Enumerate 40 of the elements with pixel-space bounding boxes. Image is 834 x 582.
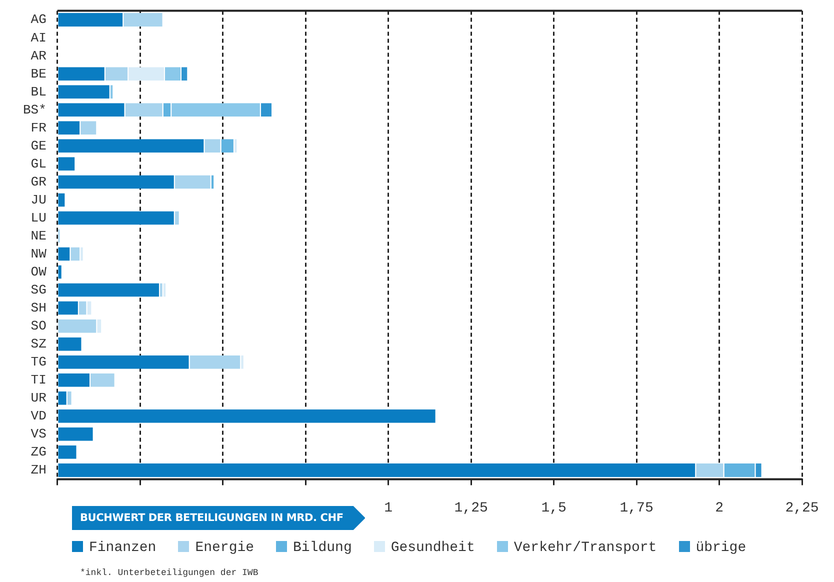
y-tick-label: SO: [30, 318, 47, 334]
y-tick-label: VD: [30, 408, 47, 424]
x-tick-label: 1,5: [541, 500, 566, 516]
legend-label: Finanzen: [88, 540, 156, 556]
y-tick-label: JU: [30, 192, 46, 208]
y-tick-label: VS: [30, 426, 47, 442]
x-axis-title: BUCHWERT DER BETEILIGUNGEN IN MRD. CHF: [72, 506, 366, 530]
y-tick-label: GL: [30, 156, 46, 172]
y-tick-label: AG: [30, 12, 46, 28]
y-tick-label: GE: [30, 138, 47, 154]
x-tick-label: 1,25: [454, 500, 488, 516]
text: *inkl. Unterbeteiligungen der IWB: [80, 568, 258, 578]
y-tick-label: TI: [30, 372, 46, 388]
y-tick-label: UR: [30, 390, 47, 406]
y-tick-label: BL: [30, 84, 46, 100]
x-tick-label: 1: [384, 500, 393, 516]
y-tick-label: SG: [30, 282, 46, 298]
legend-label: Gesundheit: [390, 540, 475, 556]
y-tick-label: AR: [30, 48, 47, 64]
legend-label: übrige: [694, 540, 746, 556]
x-tick-label: 2,25: [785, 500, 819, 516]
y-tick-label: FR: [30, 120, 47, 136]
legend-label: Verkehr/Transport: [512, 540, 657, 556]
legend-label: Energie: [194, 540, 254, 556]
legend-label: Bildung: [292, 540, 352, 556]
y-tick-label: GR: [30, 174, 47, 190]
y-tick-label: SZ: [30, 336, 47, 352]
y-tick-label: NW: [30, 246, 47, 262]
y-tick-label: SH: [30, 300, 46, 316]
x-tick-label: 2: [715, 500, 724, 516]
y-tick-label: OW: [30, 264, 47, 280]
x-tick-label: 1,75: [620, 500, 654, 516]
y-tick-label: BS*: [23, 102, 46, 118]
y-tick-label: BE: [30, 66, 47, 82]
y-tick-label: ZG: [30, 444, 46, 460]
y-tick-label: LU: [30, 210, 46, 226]
y-tick-label: ZH: [30, 462, 46, 478]
y-tick-label: NE: [30, 228, 47, 244]
y-tick-label: AI: [30, 30, 46, 46]
y-tick-label: TG: [30, 354, 46, 370]
